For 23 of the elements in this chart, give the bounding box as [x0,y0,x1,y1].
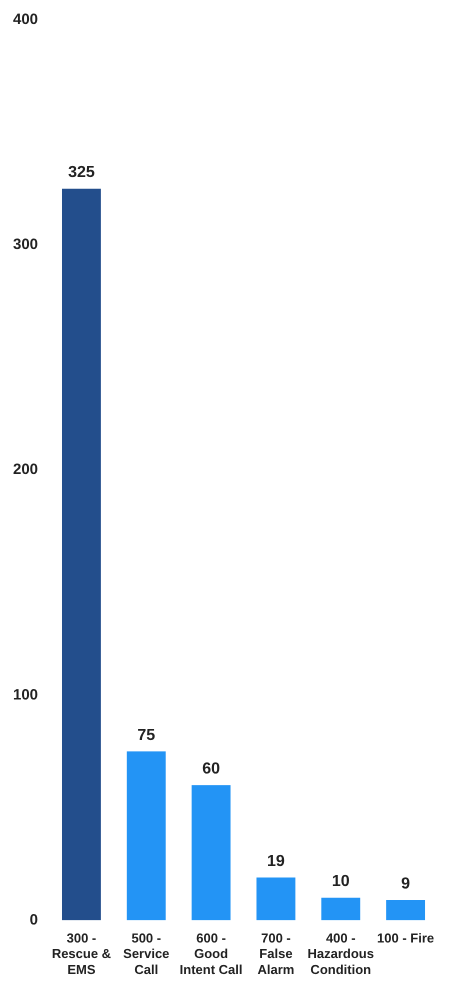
x-tick-label: 500 - Service Call [123,930,170,977]
x-tick-label: 400 - Hazardous Condition [308,930,374,977]
y-tick-label: 200 [12,461,38,478]
bar [62,188,101,920]
bar [321,898,360,920]
data-label: 75 [137,726,156,744]
y-tick-label: 100 [12,686,38,704]
data-label: 10 [332,873,350,890]
bar [192,785,231,920]
data-label: 60 [202,760,220,778]
bar [386,900,426,920]
data-label: 325 [68,164,95,182]
data-label: 19 [267,852,285,870]
y-tick-label: 0 [30,911,38,928]
x-tick-label: 100 - Fire [377,930,434,946]
x-tick-label: 600 - Good Intent Call [180,930,243,977]
y-tick-label: 400 [12,11,38,28]
x-tick-label: 300 - Rescue & EMS [52,930,112,977]
bar [126,751,166,920]
data-label: 9 [401,875,410,892]
bar [256,877,296,920]
x-tick-label: 700 - False Alarm [258,930,294,977]
y-tick-label: 300 [12,236,38,254]
